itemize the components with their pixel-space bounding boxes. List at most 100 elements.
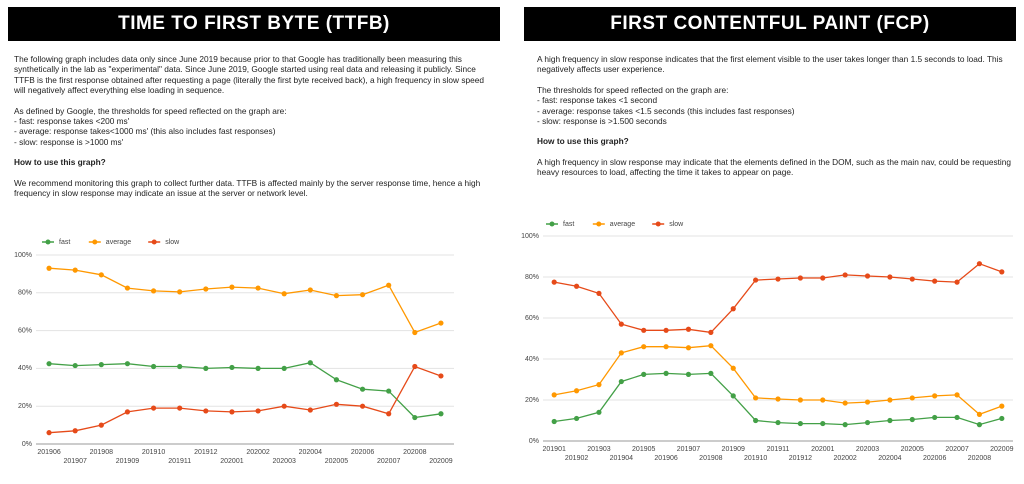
legend-label: fast [59, 239, 70, 246]
panel-title: TIME TO FIRST BYTE (TTFB) [8, 7, 500, 41]
data-point [177, 405, 183, 411]
x-tick-label: 201908 [90, 449, 113, 456]
data-point [842, 272, 848, 278]
thresholds: As defined by Google, the thresholds for… [14, 106, 494, 148]
data-point [864, 399, 871, 405]
data-point [753, 395, 759, 401]
x-tick-label: 202001 [811, 446, 834, 453]
threshold-line: - slow: response is >1000 ms' [14, 136, 124, 147]
data-point [386, 282, 392, 288]
legend-marker [45, 239, 51, 245]
x-tick-label: 202007 [945, 446, 968, 453]
y-tick-label: 40% [18, 365, 32, 372]
x-tick-label: 202004 [878, 455, 901, 462]
data-point [98, 272, 104, 278]
data-point [124, 361, 131, 367]
data-point [333, 401, 340, 407]
data-point [753, 277, 759, 283]
threshold-line: - slow: response is >1.500 seconds [537, 116, 667, 127]
data-point [753, 417, 759, 424]
data-point [797, 275, 803, 281]
data-point [999, 415, 1005, 422]
x-tick-label: 202001 [220, 458, 243, 465]
legend-marker [151, 239, 157, 245]
data-point [820, 275, 826, 281]
panel-title: FIRST CONTENTFUL PAINT (FCP) [524, 7, 1016, 41]
series-line [49, 267, 442, 334]
data-point [573, 283, 580, 289]
data-point [663, 327, 669, 333]
data-point [708, 370, 714, 376]
data-point [708, 329, 714, 335]
y-tick-label: 100% [14, 252, 32, 259]
data-point [954, 279, 960, 285]
x-tick-label: 201907 [677, 446, 700, 453]
data-point [932, 278, 938, 284]
x-tick-label: 202005 [325, 458, 348, 465]
data-point [887, 417, 893, 424]
x-tick-label: 202008 [968, 455, 991, 462]
legend-label: slow [669, 221, 684, 228]
panel-text: The following graph includes data only s… [14, 54, 494, 208]
series-line [49, 365, 442, 434]
data-point [887, 397, 893, 403]
data-point [596, 409, 602, 415]
legend-marker [655, 221, 661, 227]
legend-label: average [610, 221, 635, 228]
data-point [887, 274, 893, 280]
data-point [730, 306, 736, 312]
data-point [255, 285, 261, 291]
data-point [663, 344, 669, 350]
data-point [150, 405, 157, 411]
y-tick-label: 40% [525, 356, 539, 363]
data-point [438, 411, 444, 417]
data-point [596, 382, 602, 388]
threshold-line: - fast: response takes <1 second [537, 95, 658, 106]
data-point [775, 276, 781, 282]
data-point [412, 363, 418, 370]
data-point [438, 373, 444, 379]
x-tick-label: 201912 [789, 455, 812, 462]
data-point [229, 409, 235, 415]
x-tick-label: 201909 [116, 458, 139, 465]
x-tick-label: 201910 [142, 449, 165, 456]
data-point [72, 428, 78, 434]
threshold-line: The thresholds for speed reflected on th… [537, 84, 729, 95]
data-point [864, 419, 871, 426]
data-point [775, 396, 781, 402]
data-point [412, 329, 418, 336]
legend-marker [596, 221, 602, 227]
x-tick-label: 201908 [699, 455, 722, 462]
howto-text: We recommend monitoring this graph to co… [14, 177, 481, 199]
data-point [46, 361, 52, 367]
data-point [386, 411, 392, 417]
data-point [307, 287, 313, 293]
x-tick-label: 202005 [901, 446, 924, 453]
x-tick-label: 202002 [833, 455, 856, 462]
data-point [177, 363, 183, 370]
data-point [98, 362, 104, 368]
x-tick-label: 201911 [168, 458, 191, 465]
threshold-line: - fast: response takes <200 ms' [14, 116, 130, 127]
x-tick-label: 201905 [632, 446, 655, 453]
data-point [573, 388, 580, 394]
data-point [797, 397, 803, 403]
data-point [150, 363, 157, 370]
x-tick-label: 202008 [403, 449, 426, 456]
threshold-line: - average: response takes <1.5 seconds (… [537, 105, 795, 116]
data-point [412, 414, 418, 421]
data-point [618, 350, 624, 356]
x-tick-label: 202007 [377, 458, 400, 465]
x-tick-label: 201907 [64, 458, 87, 465]
data-point [596, 290, 602, 296]
data-point [954, 414, 960, 421]
data-point [46, 265, 52, 271]
data-point [641, 371, 647, 377]
y-tick-label: 20% [525, 397, 539, 404]
data-point [618, 378, 624, 385]
data-point [359, 386, 366, 392]
data-point [281, 291, 287, 297]
data-point [999, 403, 1005, 409]
